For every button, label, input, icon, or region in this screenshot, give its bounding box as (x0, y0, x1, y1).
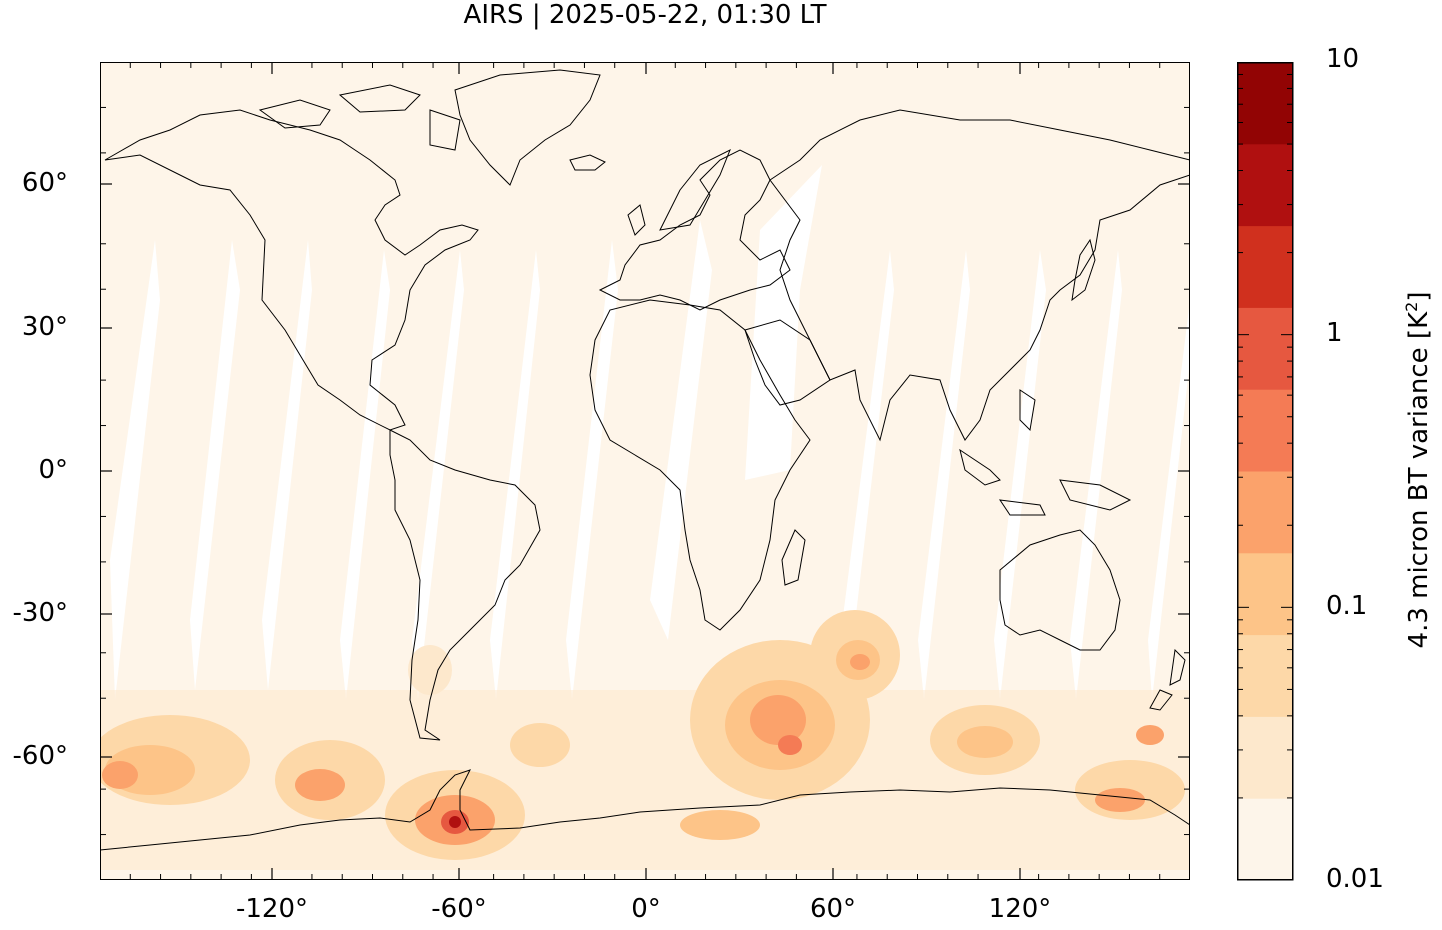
colorbar-band (1237, 798, 1293, 881)
colorbar-band (1237, 307, 1293, 390)
colorbar-band (1237, 62, 1293, 145)
data-gaps (110, 165, 1190, 700)
colorbar (1237, 62, 1294, 881)
colorbar-band (1237, 225, 1293, 308)
x-tick-label: 60° (809, 894, 857, 924)
y-tick-label: 60° (21, 168, 68, 198)
colorbar-tick-label: 1 (1326, 318, 1343, 348)
colorbar-tick-label: 10 (1326, 44, 1360, 74)
y-tick-label: 30° (21, 312, 68, 342)
y-tick-label: -30° (12, 598, 68, 628)
x-tick-label: -120° (235, 894, 308, 924)
colorbar-tick-label: 0.1 (1326, 591, 1368, 621)
x-tick-label: 120° (988, 894, 1052, 924)
colorbar-label: 4.3 micron BT variance [K2] (1402, 291, 1434, 649)
colorbar-band (1237, 634, 1293, 717)
colorbar-band (1237, 143, 1293, 227)
map-frame (100, 62, 1190, 880)
y-tick-label: -60° (12, 741, 68, 771)
x-tick-label: 0° (631, 894, 661, 924)
variance-field (100, 610, 1190, 870)
colorbar-band (1237, 716, 1293, 799)
colorbar-band (1237, 552, 1293, 636)
y-tick-label: 0° (38, 455, 68, 485)
x-tick-label: -60° (431, 894, 487, 924)
coastlines (100, 69, 1190, 851)
colorbar-band (1237, 389, 1293, 472)
axis-ticks (100, 62, 1190, 880)
chart-title: AIRS | 2025-05-22, 01:30 LT (463, 0, 827, 30)
colorbar-tick-label: 0.01 (1326, 864, 1384, 894)
colorbar-band (1237, 471, 1293, 554)
